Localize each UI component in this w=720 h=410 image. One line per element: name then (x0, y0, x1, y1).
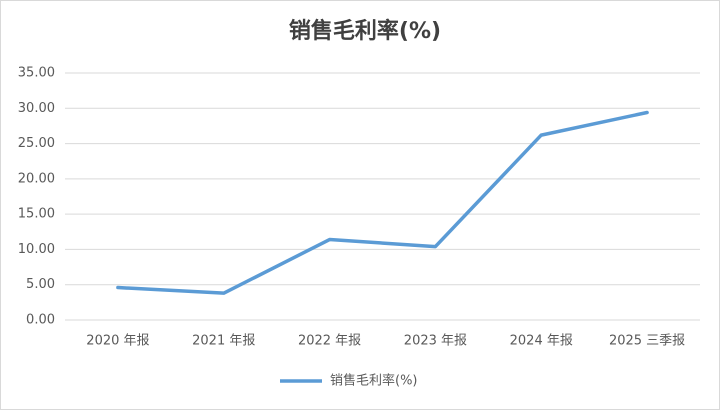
x-tick-label: 2024 年报 (510, 334, 573, 349)
y-tick-label: 35.00 (18, 66, 55, 81)
y-tick-label: 10.00 (18, 242, 55, 257)
y-tick-label: 5.00 (26, 277, 55, 292)
data-line (116, 110, 649, 295)
x-tick-label: 2021 年报 (192, 334, 255, 349)
y-tick-label: 15.00 (18, 207, 55, 222)
x-tick-label: 2023 年报 (404, 334, 467, 349)
x-tick-label: 2020 年报 (86, 334, 149, 349)
y-tick-label: 0.00 (26, 313, 55, 328)
x-tick-label: 2022 年报 (298, 334, 361, 349)
x-tick-label: 2025 三季报 (609, 334, 685, 349)
y-tick-label: 25.00 (18, 136, 55, 151)
chart-title: 销售毛利率(%) (289, 18, 441, 44)
y-tick-label: 30.00 (18, 101, 55, 116)
y-tick-label: 20.00 (18, 171, 55, 186)
legend-label: 销售毛利率(%) (330, 373, 418, 389)
